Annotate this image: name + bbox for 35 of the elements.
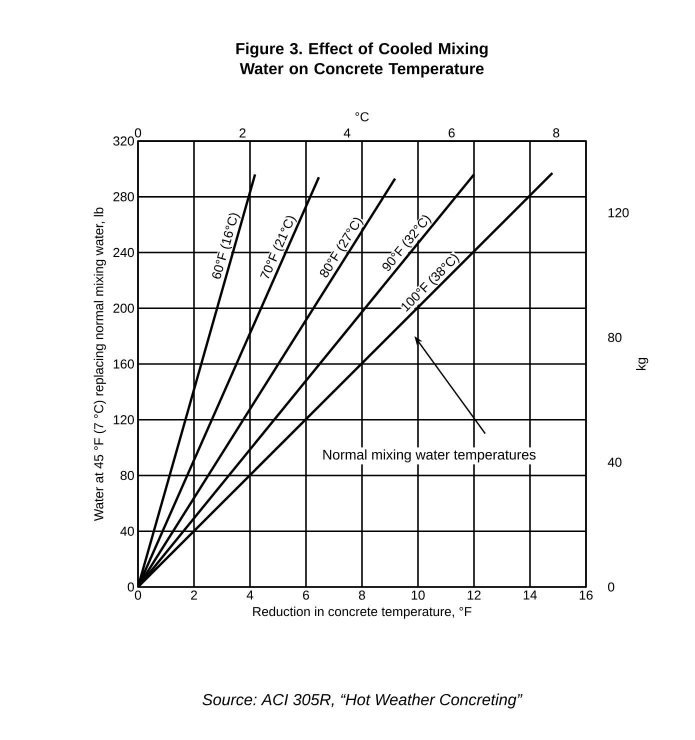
x-tick-label: 16 (580, 590, 593, 600)
x2-tick-label: 4 (344, 128, 350, 138)
y2-tick-label: 80 (608, 332, 622, 342)
y2-tick-label: 40 (608, 458, 622, 467)
annotation: Normal mixing water temperatures (323, 449, 536, 462)
x-tick-label: 12 (468, 590, 481, 600)
y-tick-label: 200 (113, 304, 134, 313)
y-axis-title: Water at 45 °F (7 °C) replacing normal mixing water, lb (94, 208, 106, 521)
x-axis-title: Reduction in concrete temperature, °F (253, 606, 472, 619)
y-tick-label: 80 (120, 470, 134, 480)
x2-tick-label: 2 (240, 128, 246, 138)
x-tick-label: 10 (412, 590, 425, 600)
x2-tick-label: 6 (448, 128, 455, 138)
y-tick-label: 320 (113, 136, 134, 146)
x-tick-label: 4 (246, 590, 254, 600)
x-tick-label: 8 (358, 590, 366, 600)
y2-tick-label: 120 (608, 208, 629, 218)
y-tick-label: 280 (113, 192, 134, 202)
x-tick-label: 6 (303, 590, 310, 600)
source-note: Source: ACI 305R, “Hot Weather Concreting” (202, 694, 522, 708)
y-tick-label: 40 (120, 526, 134, 536)
y-tick-label: 240 (113, 248, 134, 258)
y-tick-label: 0 (128, 582, 134, 592)
y-tick-label: 160 (114, 359, 134, 369)
y2-axis-title: kg (636, 358, 648, 370)
x-tick-label: 0 (134, 590, 142, 600)
y-tick-label: 120 (114, 415, 134, 424)
text: 60°F (16°C) (212, 213, 240, 279)
x-tick-label: 14 (524, 590, 537, 600)
chart-title: Figure 3. Effect of Cooled Mixing Water on Concrete Temperature (236, 42, 488, 78)
y2-tick-label: 0 (608, 582, 614, 592)
x2-axis-title: °C (355, 112, 369, 122)
x2-tick-label: 8 (553, 128, 560, 138)
x-tick-label: 2 (191, 590, 197, 600)
x2-tick-label: 0 (134, 128, 142, 138)
